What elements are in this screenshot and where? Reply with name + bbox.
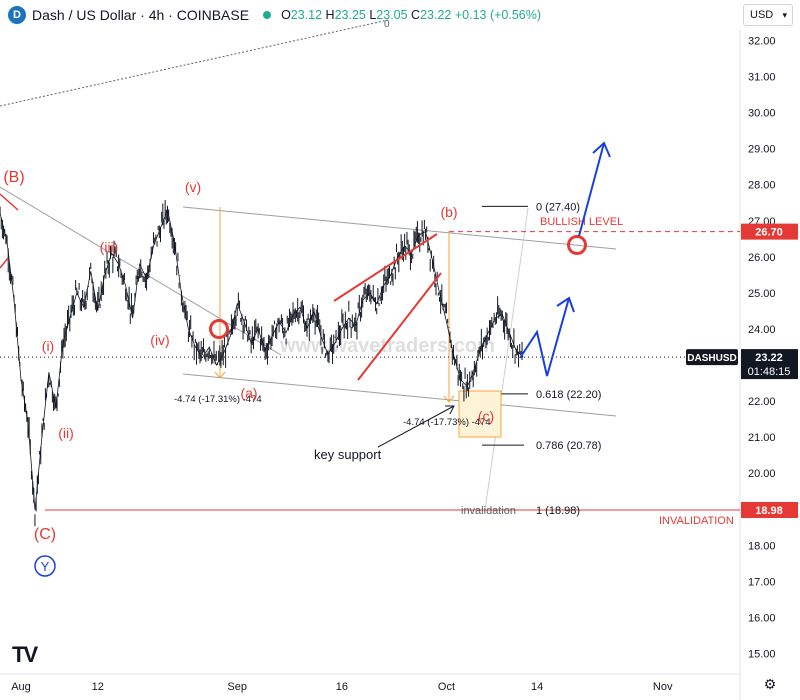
price-tag-label: 18.98 bbox=[755, 505, 783, 517]
invalidation-text: INVALIDATION bbox=[659, 515, 734, 527]
open-value: 23.12 bbox=[290, 8, 323, 22]
ohlc-readout: O23.12 H23.25 L23.05 C23.22 +0.13 (+0.56… bbox=[281, 8, 542, 22]
y-tick-label: 32.00 bbox=[748, 36, 776, 48]
x-tick-label: Aug bbox=[11, 681, 31, 693]
key-support-arrowhead bbox=[445, 405, 455, 415]
marker-circle-left bbox=[209, 319, 229, 339]
x-tick-label: Sep bbox=[227, 681, 247, 693]
change-value: +0.13 (+0.56%) bbox=[454, 8, 542, 22]
price-tag-label: 26.70 bbox=[755, 227, 783, 239]
x-tick-label: 16 bbox=[336, 681, 348, 693]
wave-label: (iii) bbox=[100, 239, 119, 255]
projection-arrowhead-1 bbox=[556, 296, 575, 313]
wave-label: (iv) bbox=[150, 332, 169, 348]
countdown-label: 01:48:15 bbox=[748, 366, 791, 378]
projection-arrowhead-2 bbox=[592, 141, 611, 158]
wave-label: (i) bbox=[42, 338, 54, 354]
wave-label: (B) bbox=[3, 169, 24, 186]
price-tag-label: 23.22 bbox=[755, 352, 783, 364]
top-label: 0 bbox=[384, 19, 390, 30]
measure-arrow-2 bbox=[443, 395, 455, 403]
measure-label-1: -4.74 (-17.31%) -474 bbox=[174, 394, 262, 405]
symbol-title[interactable]: Dash / US Dollar · 4h · COINBASE bbox=[32, 7, 250, 23]
x-tick-label: Oct bbox=[438, 681, 455, 693]
y-tick-label: 26.00 bbox=[748, 252, 776, 264]
price-tag bbox=[741, 223, 798, 240]
upper-trendline bbox=[0, 19, 389, 107]
y-tick-label: 16.00 bbox=[748, 612, 776, 624]
measure-arrow-1 bbox=[214, 371, 226, 379]
key-support-label: key support bbox=[314, 447, 382, 462]
wave-label: (v) bbox=[185, 179, 201, 195]
watermark: www.wavetraders.com bbox=[279, 335, 495, 357]
price-tag bbox=[741, 349, 798, 380]
y-tick-label: 25.00 bbox=[748, 288, 776, 300]
wave-c-box bbox=[458, 390, 502, 438]
y-tick-label: 20.00 bbox=[748, 468, 776, 480]
edge-mark-2 bbox=[0, 257, 9, 269]
fib-level-label: 0 (27.40) bbox=[536, 201, 580, 213]
price-tag bbox=[741, 501, 798, 518]
low-value: 23.05 bbox=[376, 8, 408, 22]
edge-mark-1 bbox=[0, 193, 19, 211]
measure-label-2: -4.74 (-17.73%) -474 bbox=[403, 417, 491, 428]
close-value: 23.22 bbox=[420, 8, 452, 22]
fib-level-label: 1 (18.98) bbox=[536, 505, 580, 517]
fib-diagonal bbox=[484, 207, 529, 511]
projection-path-1 bbox=[519, 297, 570, 377]
currency-select[interactable]: USD ▾ bbox=[743, 4, 793, 26]
y-tick-label: 15.00 bbox=[748, 649, 776, 661]
price-axis: 32.0031.0030.0029.0028.0027.0026.0025.00… bbox=[739, 30, 776, 700]
fib-prefix-label: invalidation bbox=[461, 505, 516, 517]
wave-label: (ii) bbox=[58, 425, 74, 441]
symbol-tag-label: DASHUSD bbox=[687, 353, 736, 364]
wave-label: (C) bbox=[34, 526, 56, 543]
price-bars bbox=[0, 199, 523, 527]
y-tick-label: 29.00 bbox=[748, 144, 776, 156]
y-tick-label: 21.00 bbox=[748, 432, 776, 444]
bullish-level-text: BULLISH LEVEL bbox=[540, 216, 623, 228]
channel-lower bbox=[182, 373, 617, 417]
x-tick-label: 14 bbox=[531, 681, 543, 693]
wave-label-y: Y bbox=[41, 559, 50, 574]
price-line bbox=[0, 208, 524, 511]
y-tick-label: 28.00 bbox=[748, 180, 776, 192]
x-tick-label: 12 bbox=[92, 681, 104, 693]
y-tick-label: 17.00 bbox=[748, 576, 776, 588]
key-support-arrow bbox=[377, 405, 455, 448]
gear-icon[interactable]: ⚙ bbox=[763, 676, 777, 692]
y-tick-label: 24.00 bbox=[748, 324, 776, 336]
wave-label: (a) bbox=[240, 385, 257, 401]
channel-upper bbox=[182, 206, 617, 250]
market-open-dot bbox=[263, 11, 272, 19]
chevron-down-icon: ▾ bbox=[782, 9, 787, 20]
x-tick-label: Nov bbox=[653, 681, 673, 693]
tradingview-logo: TV bbox=[12, 642, 38, 667]
dash-coin-icon: D bbox=[8, 6, 26, 24]
wave-label: (b) bbox=[440, 204, 457, 220]
symbol-tag bbox=[686, 349, 738, 366]
y-tick-label: 22.00 bbox=[748, 396, 776, 408]
y-tick-label: 30.00 bbox=[748, 108, 776, 120]
wave-y-circle bbox=[34, 555, 56, 577]
y-tick-label: 18.00 bbox=[748, 540, 776, 552]
high-value: 23.25 bbox=[334, 8, 366, 22]
fib-level-label: 0.786 (20.78) bbox=[536, 440, 601, 452]
wave-label: (c) bbox=[478, 408, 494, 424]
y-tick-label: 31.00 bbox=[748, 72, 776, 84]
projection-path-2 bbox=[578, 142, 605, 237]
currency-label: USD bbox=[750, 9, 774, 21]
fib-level-label: 0.618 (22.20) bbox=[536, 389, 601, 401]
chart-header: D Dash / US Dollar · 4h · COINBASE O23.1… bbox=[0, 0, 740, 30]
wave-b-line-1 bbox=[333, 233, 438, 302]
wave-b-line-2 bbox=[357, 272, 442, 381]
marker-circle-right bbox=[567, 235, 587, 255]
